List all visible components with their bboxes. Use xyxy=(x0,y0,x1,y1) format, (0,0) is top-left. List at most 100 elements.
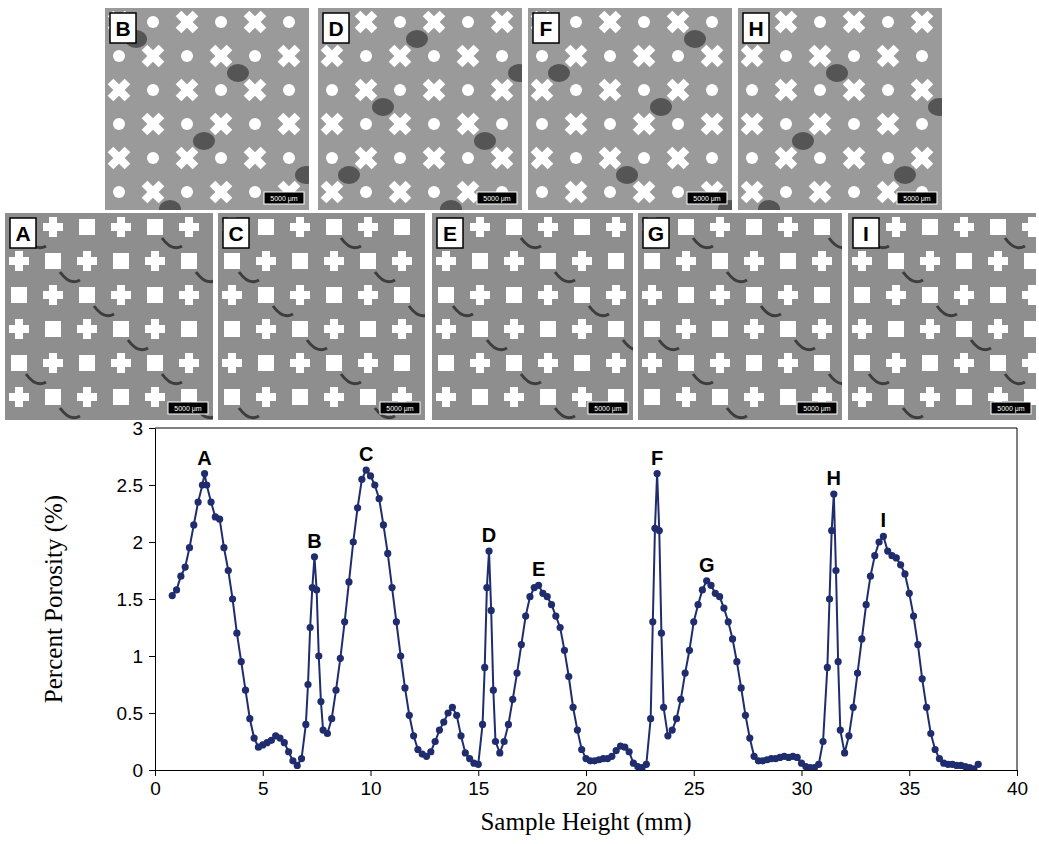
panel-label-box xyxy=(643,218,669,248)
pore-shape xyxy=(1022,217,1036,237)
pore-shape xyxy=(290,217,310,237)
pore-shape xyxy=(778,353,798,373)
tick: 15 xyxy=(468,770,489,799)
data-point xyxy=(410,732,417,739)
pore-shape xyxy=(905,141,939,175)
pore-shape xyxy=(204,175,238,209)
crack xyxy=(239,272,259,282)
pore-shape xyxy=(504,387,524,407)
pore-shape xyxy=(746,219,762,235)
pore-shape xyxy=(238,141,272,175)
pore-shape xyxy=(306,141,309,175)
pore-shape xyxy=(606,353,626,373)
pore-shape xyxy=(593,8,627,39)
pore-shape xyxy=(888,321,904,337)
data-point xyxy=(229,595,236,602)
tick: 0 xyxy=(150,770,161,799)
peak-label: E xyxy=(532,558,545,580)
pore-shape xyxy=(988,319,1008,339)
data-point xyxy=(350,538,357,545)
crack xyxy=(869,374,889,384)
pore-shape xyxy=(9,319,29,339)
plot-marks xyxy=(169,467,982,770)
figure: B5000 μmD5000 μmF5000 μmH5000 μmA5000 μm… xyxy=(0,0,1039,844)
pore-shape xyxy=(292,321,308,337)
data-point xyxy=(367,472,374,479)
pore-shape xyxy=(258,219,274,235)
pore-shape xyxy=(661,73,695,107)
pore-shape xyxy=(496,118,508,130)
dark-region xyxy=(650,98,672,116)
pore-shape xyxy=(436,387,456,407)
image-panel: G5000 μm xyxy=(638,213,883,486)
pore-shape xyxy=(990,287,1006,303)
tick-label: 15 xyxy=(468,778,489,799)
pore-shape xyxy=(394,355,410,371)
data-point xyxy=(307,624,314,631)
data-point xyxy=(914,641,921,648)
axis-line xyxy=(155,429,156,771)
pore-shape xyxy=(504,319,524,339)
crack xyxy=(971,340,991,350)
pore-shape xyxy=(256,319,276,339)
tick-mark xyxy=(149,542,155,543)
data-point xyxy=(169,592,176,599)
pore-shape xyxy=(79,287,95,303)
pore-shape xyxy=(504,251,524,271)
pore-shape xyxy=(746,84,758,96)
tick-label: 2.5 xyxy=(117,475,143,496)
data-point xyxy=(863,601,870,608)
tick-mark xyxy=(586,770,587,776)
pore-shape xyxy=(710,353,730,373)
x-axis-title: Sample Height (mm) xyxy=(480,808,691,836)
pore-shape xyxy=(922,355,938,371)
scale-bar-label: 5000 μm xyxy=(997,405,1025,413)
peak-label: I xyxy=(881,509,887,531)
tick-label: 30 xyxy=(791,778,812,799)
pore-shape xyxy=(318,175,349,209)
pore-shape xyxy=(11,355,27,371)
data-point xyxy=(647,715,654,722)
pore-shape xyxy=(729,8,732,39)
pore-shape xyxy=(45,321,61,337)
data-point xyxy=(345,578,352,585)
pore-shape xyxy=(258,287,274,303)
pore-shape xyxy=(593,209,627,210)
pore-shape xyxy=(472,321,488,337)
tick-mark xyxy=(149,599,155,600)
pore-shape xyxy=(608,321,624,337)
pore-shape xyxy=(780,321,796,337)
pore-shape xyxy=(224,321,240,337)
data-point xyxy=(552,613,559,620)
pore-shape xyxy=(145,387,165,407)
scale-bar-label: 5000 μm xyxy=(270,195,298,203)
data-point xyxy=(608,753,615,760)
data-point xyxy=(850,704,857,711)
pore-shape xyxy=(744,251,764,271)
pore-shape xyxy=(661,141,695,175)
tick: 5 xyxy=(258,770,269,799)
data-point xyxy=(324,730,331,737)
pore-shape xyxy=(1024,253,1036,269)
crack xyxy=(60,272,80,282)
scale-bar-label: 5000 μm xyxy=(174,405,202,413)
pore-shape xyxy=(113,118,125,130)
tick: 2 xyxy=(132,532,155,553)
data-point xyxy=(363,467,370,474)
pore-shape xyxy=(572,319,592,339)
pore-shape xyxy=(644,389,660,405)
pore-shape xyxy=(536,118,548,130)
data-point xyxy=(658,630,665,637)
pore-shape xyxy=(105,73,136,107)
pore-shape xyxy=(642,353,662,373)
pore-shape xyxy=(222,353,242,373)
pore-shape xyxy=(113,321,129,337)
pore-shape xyxy=(746,152,758,164)
panel-label: F xyxy=(540,17,553,40)
pore-shape xyxy=(672,50,684,62)
data-point xyxy=(186,544,193,551)
pore-shape xyxy=(837,73,871,107)
tick-mark xyxy=(149,656,155,657)
data-point xyxy=(694,601,701,608)
panel-image xyxy=(638,213,842,420)
